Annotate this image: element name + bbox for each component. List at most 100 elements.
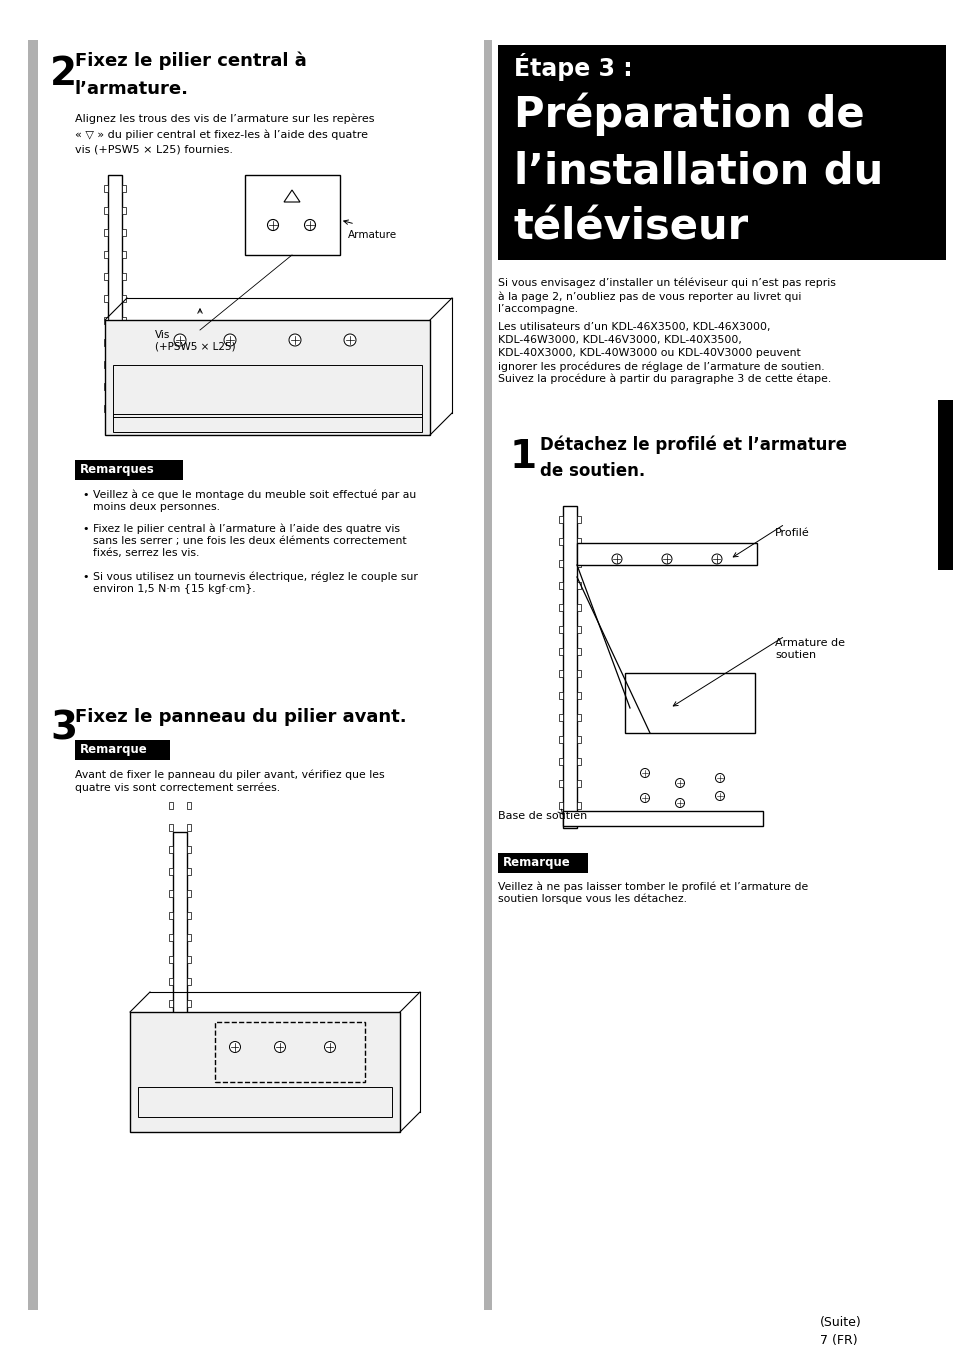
Bar: [577, 561, 580, 567]
Text: •: •: [82, 571, 89, 582]
Circle shape: [230, 1042, 240, 1052]
Circle shape: [304, 219, 315, 231]
Bar: [558, 736, 562, 743]
Circle shape: [711, 554, 721, 563]
Bar: [577, 736, 580, 743]
Bar: [558, 802, 562, 809]
Bar: [577, 543, 757, 565]
Bar: [577, 692, 580, 698]
Bar: [187, 802, 191, 809]
Text: Profilé: Profilé: [774, 528, 809, 538]
Text: ignorer les procédures de réglage de l’armature de soutien.: ignorer les procédures de réglage de l’a…: [497, 361, 823, 372]
Bar: [169, 846, 172, 852]
Bar: [245, 176, 339, 255]
Bar: [104, 317, 108, 324]
Bar: [138, 1088, 392, 1117]
Bar: [577, 780, 580, 788]
Text: vis (+PSW5 × L25) fournies.: vis (+PSW5 × L25) fournies.: [75, 145, 233, 154]
Circle shape: [344, 334, 355, 346]
Text: Fixez le pilier central à l’armature à l’aide des quatre vis
sans les serrer ; u: Fixez le pilier central à l’armature à l…: [92, 524, 406, 558]
Circle shape: [224, 334, 235, 346]
Bar: [187, 978, 191, 985]
Bar: [577, 648, 580, 655]
Text: téléviseur: téléviseur: [514, 207, 748, 249]
Bar: [169, 802, 172, 809]
Bar: [577, 538, 580, 544]
Circle shape: [661, 554, 671, 563]
Bar: [558, 561, 562, 567]
Bar: [577, 670, 580, 677]
Bar: [104, 273, 108, 280]
Bar: [169, 867, 172, 875]
Text: Suivez la procédure à partir du paragraphe 3 de cette étape.: Suivez la procédure à partir du paragrap…: [497, 374, 830, 385]
Text: 3: 3: [50, 711, 77, 748]
Bar: [104, 230, 108, 236]
Text: Veillez à ce que le montage du meuble soit effectué par au
moins deux personnes.: Veillez à ce que le montage du meuble so…: [92, 490, 416, 512]
Text: « ▽ » du pilier central et fixez-les à l’aide des quatre: « ▽ » du pilier central et fixez-les à l…: [75, 128, 368, 139]
Bar: [169, 912, 172, 919]
Text: Si vous utilisez un tournevis électrique, réglez le couple sur
environ 1,5 N·m {: Si vous utilisez un tournevis électrique…: [92, 571, 417, 594]
Bar: [577, 626, 580, 634]
Bar: [75, 740, 170, 761]
Circle shape: [715, 792, 723, 801]
Text: Avant de fixer le panneau du piler avant, vérifiez que les
quatre vis sont corre: Avant de fixer le panneau du piler avant…: [75, 770, 384, 793]
Polygon shape: [284, 190, 299, 203]
Bar: [122, 382, 126, 390]
Bar: [562, 507, 577, 828]
Bar: [577, 802, 580, 809]
Bar: [130, 1012, 399, 1132]
Text: Les utilisateurs d’un KDL-46X3500, KDL-46X3000,: Les utilisateurs d’un KDL-46X3500, KDL-4…: [497, 322, 770, 332]
Bar: [558, 670, 562, 677]
Circle shape: [289, 334, 301, 346]
Text: Alignez les trous des vis de l’armature sur les repères: Alignez les trous des vis de l’armature …: [75, 113, 375, 124]
Bar: [187, 846, 191, 852]
Text: Base de soutien: Base de soutien: [497, 811, 587, 821]
Bar: [937, 400, 953, 570]
Text: Fixez le panneau du pilier avant.: Fixez le panneau du pilier avant.: [75, 708, 406, 725]
Circle shape: [639, 769, 649, 777]
Bar: [122, 405, 126, 412]
Bar: [558, 582, 562, 589]
Bar: [105, 320, 430, 435]
Bar: [122, 295, 126, 303]
Text: Remarque: Remarque: [502, 857, 570, 869]
Text: KDL-40X3000, KDL-40W3000 ou KDL-40V3000 peuvent: KDL-40X3000, KDL-40W3000 ou KDL-40V3000 …: [497, 349, 800, 358]
Bar: [104, 339, 108, 346]
Bar: [104, 382, 108, 390]
Text: l’installation du: l’installation du: [514, 150, 882, 192]
Bar: [483, 41, 492, 1310]
Text: à la page 2, n’oubliez pas de vous reporter au livret qui: à la page 2, n’oubliez pas de vous repor…: [497, 290, 801, 301]
Bar: [122, 361, 126, 367]
Bar: [577, 604, 580, 611]
Text: Vis
(+PSW5 × L25): Vis (+PSW5 × L25): [154, 330, 235, 351]
Bar: [558, 626, 562, 634]
Bar: [624, 673, 754, 734]
Bar: [122, 207, 126, 213]
Bar: [122, 317, 126, 324]
Circle shape: [612, 554, 621, 563]
Bar: [558, 758, 562, 765]
Bar: [558, 648, 562, 655]
Bar: [122, 273, 126, 280]
Circle shape: [267, 219, 278, 231]
Bar: [558, 780, 562, 788]
Bar: [187, 867, 191, 875]
Circle shape: [675, 798, 684, 808]
Bar: [104, 295, 108, 303]
Bar: [122, 339, 126, 346]
Bar: [28, 41, 38, 1310]
Text: l’accompagne.: l’accompagne.: [497, 304, 578, 313]
Text: •: •: [82, 490, 89, 500]
Circle shape: [324, 1042, 335, 1052]
Bar: [104, 251, 108, 258]
Bar: [214, 1021, 365, 1082]
Bar: [122, 185, 126, 192]
Text: •: •: [82, 524, 89, 534]
Bar: [169, 934, 172, 942]
Circle shape: [639, 793, 649, 802]
Bar: [558, 516, 562, 523]
Bar: [558, 692, 562, 698]
Bar: [577, 758, 580, 765]
Text: Armature de
soutien: Armature de soutien: [774, 638, 844, 659]
Bar: [558, 538, 562, 544]
